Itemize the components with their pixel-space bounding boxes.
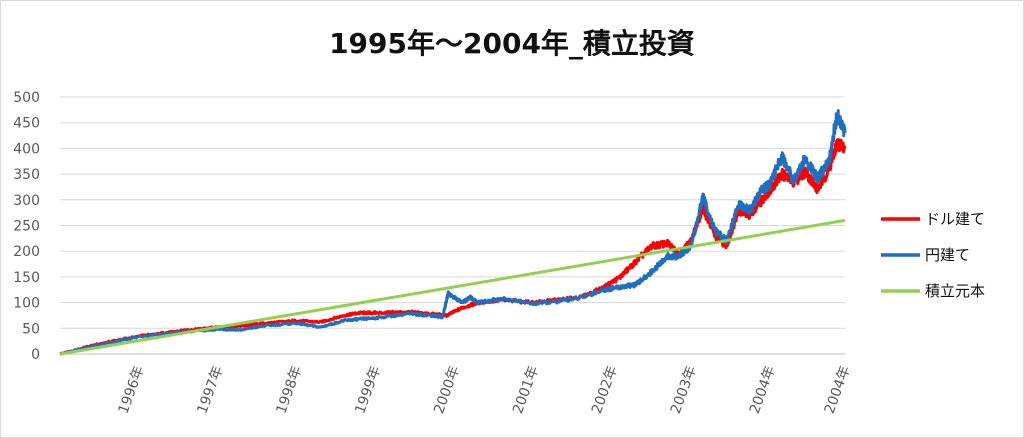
series-line-3 [59,218,846,356]
x-axis-ticks: 1996年 1997年 1998年 1999年 2000年 2001年 2002年 2003年… [116,364,854,416]
y-axis-ticks: 0 50 100 150 200 250 300 350 400 450 500 [13,90,40,363]
y-tick-label: 500 [13,90,40,106]
x-tick-label: 1998年 [273,364,305,416]
legend-label: ドル建て [925,210,985,228]
x-tick-label: 2001年 [510,364,542,416]
grid-lines [60,96,845,355]
legend-label: 円建て [925,246,970,264]
y-tick-label: 250 [13,219,40,235]
y-tick-label: 100 [13,296,40,312]
y-tick-label: 400 [13,141,40,157]
x-tick-label: 2000年 [431,364,463,416]
x-tick-label: 2004年 [822,364,854,416]
chart-title: 1995年～2004年_積立投資 [329,27,695,60]
series-line-2 [59,109,847,356]
y-tick-label: 0 [31,347,40,363]
x-tick-label: 1999年 [352,364,384,416]
x-tick-label: 1996年 [116,364,148,416]
x-tick-label: 2003年 [668,364,700,416]
series-lines [59,109,847,356]
y-tick-label: 200 [13,244,40,260]
y-tick-label: 50 [22,321,40,337]
y-tick-label: 300 [13,193,40,209]
y-tick-label: 450 [13,116,40,132]
x-tick-label: 1997年 [195,364,227,416]
y-tick-label: 350 [13,167,40,183]
y-tick-label: 150 [13,270,40,286]
series-line-1 [59,138,847,356]
legend-label: 積立元本 [925,282,985,300]
x-tick-label: 2004年 [747,364,779,416]
x-tick-label: 2002年 [589,364,621,416]
